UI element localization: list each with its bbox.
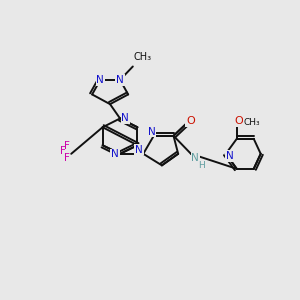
Text: O: O (235, 116, 244, 127)
Text: F: F (64, 153, 70, 163)
Text: O: O (186, 116, 195, 126)
Text: F: F (60, 146, 66, 157)
Text: N: N (111, 149, 119, 159)
Text: N: N (96, 75, 104, 85)
Text: H: H (198, 161, 205, 170)
Text: F: F (64, 141, 70, 152)
Text: N: N (135, 145, 143, 155)
Text: N: N (191, 153, 199, 163)
Text: N: N (148, 127, 155, 136)
Text: N: N (121, 113, 129, 123)
Text: CH₃: CH₃ (134, 52, 152, 62)
Text: CH₃: CH₃ (243, 118, 260, 127)
Text: N: N (226, 151, 234, 161)
Text: N: N (116, 75, 124, 85)
